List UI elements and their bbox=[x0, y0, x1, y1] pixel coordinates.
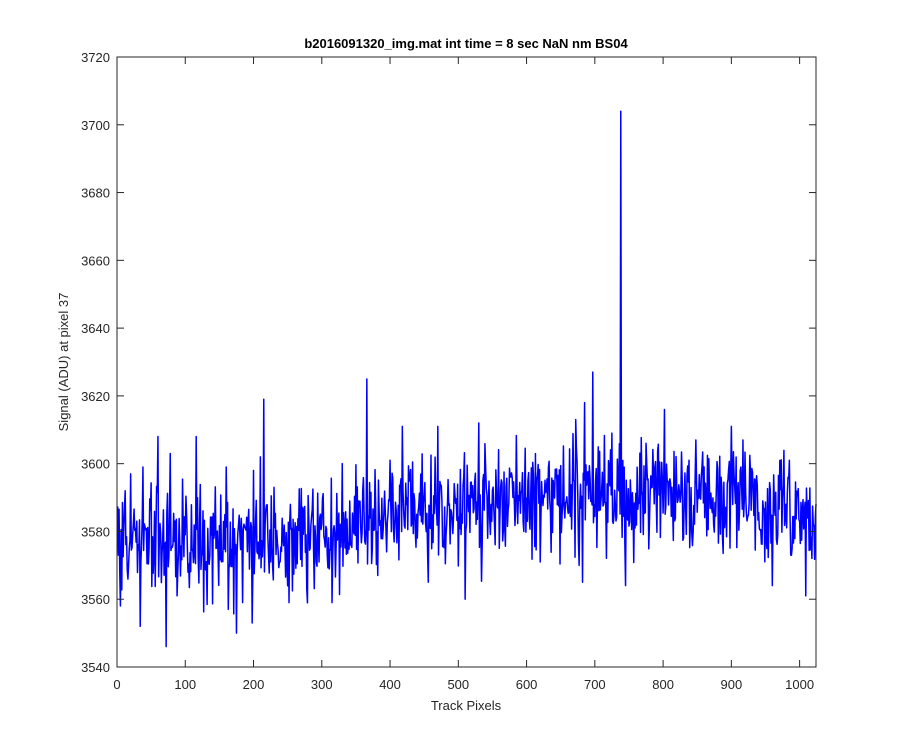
y-tick-label: 3580 bbox=[81, 524, 110, 539]
y-tick-label: 3540 bbox=[81, 660, 110, 675]
x-tick-label: 1000 bbox=[785, 677, 814, 692]
x-tick-label: 600 bbox=[516, 677, 538, 692]
x-tick-label: 0 bbox=[113, 677, 120, 692]
axes-layer: 0 100 200 300 400 500 600 700 800 900 1000 3540 3560… bbox=[81, 50, 817, 692]
x-tick-label: 100 bbox=[174, 677, 196, 692]
y-tick-label: 3720 bbox=[81, 50, 110, 65]
y-tick-label: 3680 bbox=[81, 186, 110, 201]
y-axis-label: Signal (ADU) at pixel 37 bbox=[56, 293, 71, 432]
signal-series-line bbox=[116, 110, 817, 648]
x-tick-label: 200 bbox=[243, 677, 265, 692]
axes-box bbox=[116, 56, 817, 668]
y-tick-label: 3620 bbox=[81, 389, 110, 404]
plot-area bbox=[117, 57, 816, 667]
y-tick-label: 3600 bbox=[81, 457, 110, 472]
y-tick-label: 3640 bbox=[81, 321, 110, 336]
data-series-layer bbox=[116, 110, 817, 648]
x-tick-label: 400 bbox=[379, 677, 401, 692]
x-tick-label: 500 bbox=[447, 677, 469, 692]
chart-title: b2016091320_img.mat int time = 8 sec NaN… bbox=[304, 36, 628, 51]
x-tick-label: 800 bbox=[652, 677, 674, 692]
x-tick-label: 900 bbox=[721, 677, 743, 692]
x-tick-label: 700 bbox=[584, 677, 606, 692]
y-tick-label: 3560 bbox=[81, 592, 110, 607]
y-tick-label: 3700 bbox=[81, 118, 110, 133]
x-axis-label: Track Pixels bbox=[431, 698, 502, 713]
x-tick-label: 300 bbox=[311, 677, 333, 692]
y-tick-label: 3660 bbox=[81, 253, 110, 268]
